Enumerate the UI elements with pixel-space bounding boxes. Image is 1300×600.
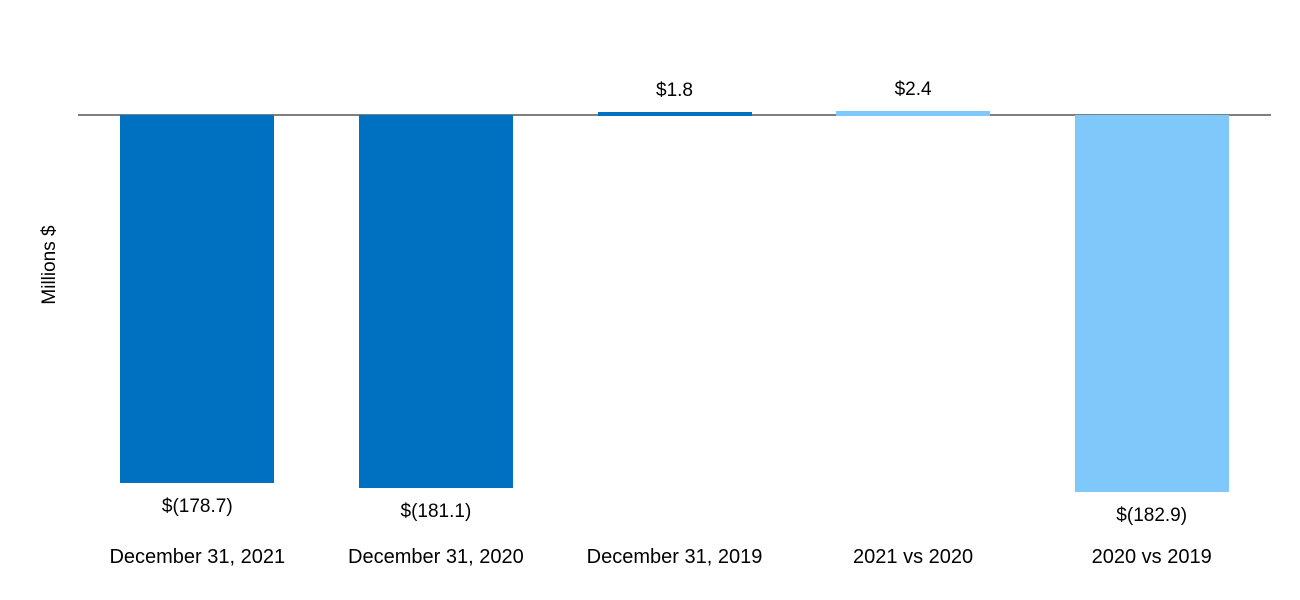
bar-2020-vs-2019 (1075, 115, 1229, 492)
bar-december-31-2021 (120, 115, 274, 483)
category-label-2020-vs-2019: 2020 vs 2019 (1091, 546, 1212, 568)
category-label-december-31-2019: December 31, 2019 (586, 546, 763, 568)
value-label-2020-vs-2019: $(182.9) (1116, 505, 1188, 526)
y-axis-label: Millions $ (39, 225, 60, 305)
value-label-december-31-2021: $(178.7) (161, 496, 233, 517)
category-label-december-31-2020: December 31, 2020 (348, 546, 524, 568)
bar-december-31-2020 (359, 115, 513, 488)
value-label-december-31-2019: $1.8 (656, 80, 693, 101)
bar-2021-vs-2020 (836, 111, 990, 116)
value-label-december-31-2020: $(181.1) (400, 501, 472, 522)
bar-december-31-2019 (598, 112, 752, 116)
value-label-2021-vs-2020: $2.4 (894, 79, 932, 100)
category-label-december-31-2021: December 31, 2021 (109, 546, 286, 568)
category-label-2021-vs-2020: 2021 vs 2020 (853, 546, 974, 568)
